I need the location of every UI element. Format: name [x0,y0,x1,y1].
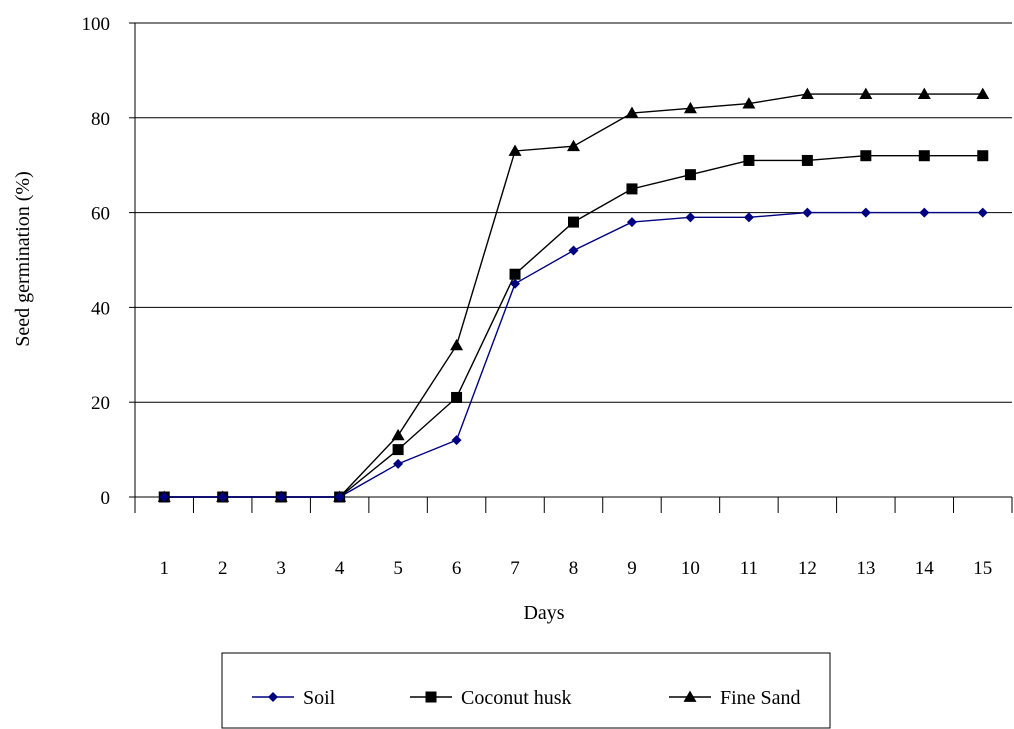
series-line-fine-sand [164,93,983,498]
data-point-coconut-husk [626,183,638,195]
data-point-fine-sand [917,87,931,99]
data-point-coconut-husk [451,391,463,403]
x-tick-label: 5 [393,558,403,579]
x-tick-label: 10 [681,558,700,579]
data-point-soil [802,207,813,218]
data-point-soil [217,492,228,502]
x-tick-label: 12 [798,558,817,579]
y-tick-label: 0 [101,488,111,509]
data-point-soil [276,492,287,502]
data-point-fine-sand [450,338,464,351]
legend-marker-fine-sand [683,690,697,702]
data-point-soil [860,207,871,218]
y-tick-label: 40 [91,298,110,319]
x-tick-label: 2 [218,558,228,579]
legend-marker-soil [268,692,278,702]
x-tick-labels: 1 2 3 4 5 6 7 8 9 10 11 12 13 14 15 [159,558,992,579]
data-point-coconut-husk [743,154,755,166]
gridlines [135,22,1012,403]
y-tick-label: 100 [82,14,111,35]
data-point-coconut-husk [918,150,930,162]
data-point-fine-sand [800,87,814,99]
x-tick-label: 14 [915,558,935,579]
data-point-soil [919,207,930,218]
data-point-coconut-husk [568,216,579,228]
data-point-soil [510,278,521,289]
y-tick-label: 60 [91,204,110,225]
y-tick-label: 20 [91,393,110,414]
x-tick-label: 4 [335,558,345,579]
x-axis-title: Days [523,602,564,624]
x-tick-label: 3 [276,558,286,579]
series-line-coconut-husk [164,155,983,498]
data-point-fine-sand [567,139,580,152]
data-point-coconut-husk [801,154,813,166]
legend-marker-coconut-husk [425,691,437,703]
data-point-coconut-husk [509,268,521,280]
data-point-fine-sand [508,144,522,156]
data-point-coconut-husk [684,169,696,181]
x-tick-label: 7 [510,558,520,579]
data-point-fine-sand [391,428,405,441]
x-tick-label: 9 [627,558,637,579]
data-point-coconut-husk [860,150,872,162]
axes [129,22,1013,513]
data-point-soil [685,212,696,223]
data-point-soil [159,492,170,502]
x-tick-label: 15 [973,558,992,579]
legend-box [221,652,831,729]
legend-label-soil: Soil [303,687,336,709]
legend-label-fine-sand: Fine Sand [720,687,801,709]
data-point-soil [568,245,579,256]
data-point-soil [393,458,404,469]
data-point-fine-sand [976,87,990,99]
data-point-soil [977,207,988,218]
data-point-soil [743,212,754,223]
data-point-coconut-husk [392,444,404,456]
legend: Soil Coconut husk Fine Sand [221,652,831,729]
data-point-soil [451,435,462,446]
data-point-fine-sand [742,97,756,109]
y-tick-labels: 0 20 40 60 80 100 [82,14,111,509]
series-markers [157,87,990,503]
data-point-fine-sand [683,101,697,114]
x-tick-label: 8 [569,558,579,579]
x-tick-label: 13 [856,558,875,579]
x-tick-label: 1 [159,558,169,579]
legend-label-coconut-husk: Coconut husk [461,687,572,709]
data-point-coconut-husk [977,150,989,162]
x-tick-label: 6 [452,558,462,579]
data-point-fine-sand [625,106,639,118]
data-point-fine-sand [859,87,873,99]
series-lines [164,93,983,498]
y-axis-title: Seed germination (%) [12,171,34,347]
data-point-soil [626,217,637,228]
x-tick-label: 11 [740,558,758,579]
y-tick-label: 80 [91,109,110,130]
data-point-soil [334,492,345,502]
